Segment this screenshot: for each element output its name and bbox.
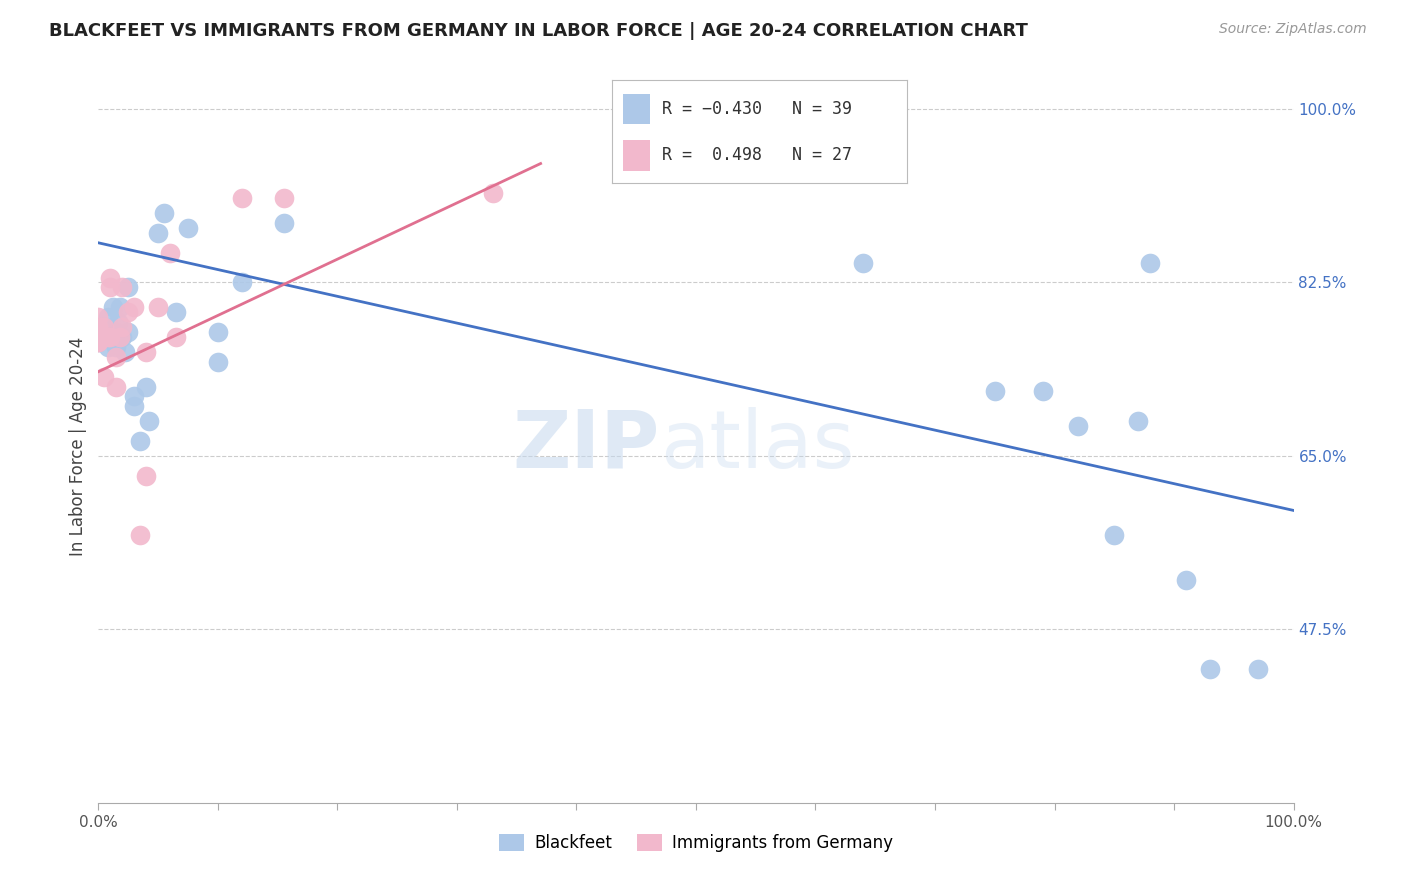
Point <box>129 434 152 448</box>
Point <box>1139 255 1161 269</box>
Point <box>124 300 146 314</box>
Point <box>108 330 131 344</box>
Point <box>97 340 120 354</box>
FancyBboxPatch shape <box>623 94 650 124</box>
Point <box>1032 384 1054 399</box>
Point <box>107 315 129 329</box>
Point <box>1175 573 1198 587</box>
Point <box>97 310 120 325</box>
Text: ZIP: ZIP <box>513 407 661 485</box>
Point <box>177 221 200 235</box>
Point <box>231 276 253 290</box>
Point <box>129 528 152 542</box>
Point <box>231 191 253 205</box>
Point <box>87 334 110 349</box>
Point <box>207 325 229 339</box>
Text: atlas: atlas <box>661 407 855 485</box>
Point <box>207 355 229 369</box>
Point <box>98 330 122 344</box>
Point <box>105 379 128 393</box>
Y-axis label: In Labor Force | Age 20-24: In Labor Force | Age 20-24 <box>69 336 87 556</box>
Point <box>117 305 139 319</box>
Point <box>273 191 295 205</box>
Text: Source: ZipAtlas.com: Source: ZipAtlas.com <box>1219 22 1367 37</box>
Point <box>1247 662 1270 676</box>
Point <box>93 330 115 344</box>
Point <box>124 389 146 403</box>
Point <box>87 325 110 339</box>
Point <box>108 300 131 314</box>
Text: BLACKFEET VS IMMIGRANTS FROM GERMANY IN LABOR FORCE | AGE 20-24 CORRELATION CHAR: BLACKFEET VS IMMIGRANTS FROM GERMANY IN … <box>49 22 1028 40</box>
Point <box>117 280 139 294</box>
Point <box>138 414 160 428</box>
Point <box>87 325 110 339</box>
Point <box>114 344 136 359</box>
Point <box>1199 662 1222 676</box>
Point <box>87 310 110 325</box>
Point <box>153 206 176 220</box>
Text: R = −0.430   N = 39: R = −0.430 N = 39 <box>662 100 852 118</box>
Legend: Blackfeet, Immigrants from Germany: Blackfeet, Immigrants from Germany <box>492 827 900 859</box>
Point <box>101 300 124 314</box>
Point <box>1067 419 1090 434</box>
Point <box>98 280 122 294</box>
Point <box>97 330 120 344</box>
Point <box>108 330 131 344</box>
Point <box>93 369 115 384</box>
FancyBboxPatch shape <box>623 140 650 170</box>
Point <box>852 255 875 269</box>
Point <box>105 350 128 364</box>
Point <box>1104 528 1126 542</box>
Point <box>135 379 157 393</box>
Point <box>273 216 295 230</box>
Point <box>984 384 1007 399</box>
Point <box>111 320 134 334</box>
Point <box>93 320 115 334</box>
Point <box>105 340 128 354</box>
Point <box>117 325 139 339</box>
Point <box>87 334 110 349</box>
Point <box>101 330 124 344</box>
Point <box>135 344 157 359</box>
Text: R =  0.498   N = 27: R = 0.498 N = 27 <box>662 146 852 164</box>
Point <box>148 300 170 314</box>
Point <box>165 330 187 344</box>
Point <box>87 320 110 334</box>
Point <box>105 325 128 339</box>
Point <box>165 305 187 319</box>
Point <box>111 280 134 294</box>
Point <box>159 245 181 260</box>
Point <box>111 330 134 344</box>
Point <box>481 186 505 201</box>
Point <box>124 400 146 414</box>
Point <box>1128 414 1150 428</box>
Point <box>87 334 110 349</box>
Point <box>148 226 170 240</box>
Point <box>135 468 157 483</box>
Point <box>98 270 122 285</box>
